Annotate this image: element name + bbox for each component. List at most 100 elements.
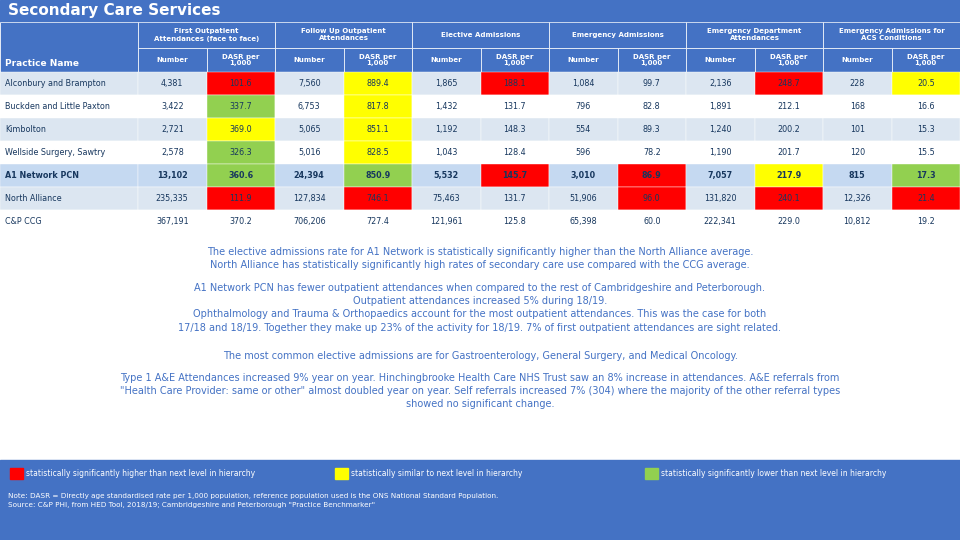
Text: 360.6: 360.6: [228, 171, 253, 180]
Text: 796: 796: [576, 102, 590, 111]
Text: 850.9: 850.9: [365, 171, 391, 180]
Bar: [412, 72, 481, 95]
Text: 1,084: 1,084: [572, 79, 594, 88]
Bar: [344, 187, 412, 210]
Bar: [755, 210, 823, 233]
Bar: [206, 210, 275, 233]
Text: 228: 228: [850, 79, 865, 88]
Bar: [823, 95, 892, 118]
Text: 148.3: 148.3: [503, 125, 526, 134]
Bar: [686, 22, 823, 48]
Bar: [823, 72, 892, 95]
Bar: [549, 210, 617, 233]
Text: DASR per
1,000: DASR per 1,000: [222, 53, 259, 66]
Text: 1,865: 1,865: [435, 79, 458, 88]
Bar: [755, 72, 823, 95]
Text: 111.9: 111.9: [229, 194, 252, 203]
Bar: [275, 164, 344, 187]
Text: Number: Number: [430, 57, 462, 63]
Bar: [344, 164, 412, 187]
Text: 75,463: 75,463: [432, 194, 460, 203]
Bar: [275, 187, 344, 210]
Bar: [892, 187, 960, 210]
Text: 2,578: 2,578: [161, 148, 183, 157]
Text: Emergency Admissions for
ACS Conditions: Emergency Admissions for ACS Conditions: [839, 29, 945, 42]
Text: Secondary Care Services: Secondary Care Services: [8, 3, 221, 18]
Text: 60.0: 60.0: [643, 217, 660, 226]
Text: Follow Up Outpatient
Attendances: Follow Up Outpatient Attendances: [301, 29, 386, 42]
Bar: [481, 118, 549, 141]
Text: 7,057: 7,057: [708, 171, 732, 180]
Text: 3,010: 3,010: [570, 171, 596, 180]
Bar: [138, 22, 275, 48]
Text: Number: Number: [567, 57, 599, 63]
Bar: [755, 48, 823, 72]
Text: 2,721: 2,721: [161, 125, 183, 134]
Text: 16.6: 16.6: [917, 102, 934, 111]
Text: 21.4: 21.4: [917, 194, 935, 203]
Bar: [617, 164, 686, 187]
Bar: [206, 95, 275, 118]
Bar: [617, 72, 686, 95]
Bar: [344, 141, 412, 164]
Text: 727.4: 727.4: [367, 217, 389, 226]
Text: DASR per
1,000: DASR per 1,000: [359, 53, 396, 66]
Bar: [0, 237, 960, 460]
Bar: [344, 118, 412, 141]
Bar: [755, 118, 823, 141]
Text: statistically significantly higher than next level in hierarchy: statistically significantly higher than …: [26, 469, 255, 478]
Text: Number: Number: [156, 57, 188, 63]
Text: DASR per
1,000: DASR per 1,000: [633, 53, 670, 66]
Text: The elective admissions rate for A1 Network is statistically significantly highe: The elective admissions rate for A1 Netw…: [206, 247, 754, 270]
Text: 19.2: 19.2: [917, 217, 935, 226]
Bar: [823, 141, 892, 164]
Bar: [412, 164, 481, 187]
Bar: [617, 210, 686, 233]
Text: 4,381: 4,381: [161, 79, 183, 88]
Text: 15.5: 15.5: [917, 148, 935, 157]
Bar: [686, 164, 755, 187]
Text: Elective Admissions: Elective Admissions: [441, 32, 520, 38]
Bar: [549, 95, 617, 118]
Bar: [275, 22, 412, 48]
Text: Alconbury and Brampton: Alconbury and Brampton: [5, 79, 106, 88]
Text: 82.8: 82.8: [643, 102, 660, 111]
Text: First Outpatient
Attendances (face to face): First Outpatient Attendances (face to fa…: [154, 29, 259, 42]
Text: Buckden and Little Paxton: Buckden and Little Paxton: [5, 102, 109, 111]
Text: 131.7: 131.7: [503, 102, 526, 111]
Text: 851.1: 851.1: [367, 125, 389, 134]
Text: 24,394: 24,394: [294, 171, 324, 180]
Bar: [10, 468, 23, 479]
Text: 889.4: 889.4: [367, 79, 389, 88]
Bar: [823, 118, 892, 141]
Text: 201.7: 201.7: [778, 148, 800, 157]
Bar: [686, 187, 755, 210]
Text: Number: Number: [705, 57, 736, 63]
Text: 15.3: 15.3: [917, 125, 935, 134]
Bar: [481, 164, 549, 187]
Bar: [549, 118, 617, 141]
Text: Note: DASR = Directly age standardised rate per 1,000 population, reference popu: Note: DASR = Directly age standardised r…: [8, 493, 498, 508]
Bar: [755, 141, 823, 164]
Bar: [892, 48, 960, 72]
Bar: [412, 95, 481, 118]
Text: Emergency Admissions: Emergency Admissions: [571, 32, 663, 38]
Text: Type 1 A&E Attendances increased 9% year on year. Hinchingbrooke Health Care NHS: Type 1 A&E Attendances increased 9% year…: [120, 373, 840, 409]
Text: 188.1: 188.1: [503, 79, 526, 88]
Bar: [617, 141, 686, 164]
Text: Number: Number: [841, 57, 873, 63]
Bar: [0, 164, 138, 187]
Text: 128.4: 128.4: [503, 148, 526, 157]
Text: 131.7: 131.7: [503, 194, 526, 203]
Bar: [0, 72, 138, 95]
Bar: [0, 95, 138, 118]
Bar: [686, 48, 755, 72]
Text: 222,341: 222,341: [704, 217, 736, 226]
Text: 596: 596: [576, 148, 590, 157]
Bar: [686, 141, 755, 164]
Text: DASR per
1,000: DASR per 1,000: [770, 53, 807, 66]
Bar: [892, 164, 960, 187]
Bar: [0, 22, 138, 72]
Bar: [892, 72, 960, 95]
Bar: [549, 72, 617, 95]
